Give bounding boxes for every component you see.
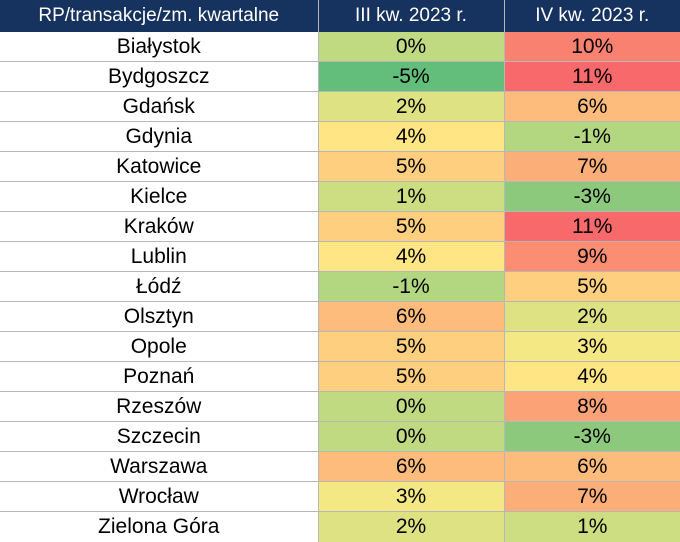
- q3-change-cell: 5%: [318, 332, 504, 362]
- city-cell: Poznań: [0, 362, 318, 392]
- city-cell: Szczecin: [0, 422, 318, 452]
- city-cell: Kielce: [0, 182, 318, 212]
- city-cell: Opole: [0, 332, 318, 362]
- q3-change-cell: 0%: [318, 422, 504, 452]
- city-cell: Łódź: [0, 272, 318, 302]
- q3-change-cell: 0%: [318, 32, 504, 62]
- city-cell: Wrocław: [0, 482, 318, 512]
- q4-change-cell: 11%: [504, 212, 680, 242]
- q3-change-cell: 5%: [318, 152, 504, 182]
- table-row: Łódź-1%5%: [0, 272, 680, 302]
- q3-change-cell: 5%: [318, 362, 504, 392]
- q3-change-cell: 3%: [318, 482, 504, 512]
- city-cell: Rzeszów: [0, 392, 318, 422]
- q3-change-cell: 0%: [318, 392, 504, 422]
- q4-change-cell: 9%: [504, 242, 680, 272]
- q3-change-cell: 2%: [318, 512, 504, 542]
- city-cell: Bydgoszcz: [0, 62, 318, 92]
- q3-change-cell: 6%: [318, 452, 504, 482]
- q4-change-cell: 7%: [504, 152, 680, 182]
- q4-change-cell: 1%: [504, 512, 680, 542]
- q4-change-cell: 4%: [504, 362, 680, 392]
- q3-change-cell: -1%: [318, 272, 504, 302]
- table-row: Bydgoszcz-5%11%: [0, 62, 680, 92]
- header-q4-2023: IV kw. 2023 r.: [504, 0, 680, 32]
- header-city: RP/transakcje/zm. kwartalne: [0, 0, 318, 32]
- city-cell: Gdynia: [0, 122, 318, 152]
- q4-change-cell: 2%: [504, 302, 680, 332]
- header-q3-2023: III kw. 2023 r.: [318, 0, 504, 32]
- q4-change-cell: -3%: [504, 182, 680, 212]
- q3-change-cell: -5%: [318, 62, 504, 92]
- q4-change-cell: 11%: [504, 62, 680, 92]
- q3-change-cell: 1%: [318, 182, 504, 212]
- header-row: RP/transakcje/zm. kwartalne III kw. 2023…: [0, 0, 680, 32]
- city-cell: Gdańsk: [0, 92, 318, 122]
- q4-change-cell: 6%: [504, 92, 680, 122]
- q4-change-cell: -3%: [504, 422, 680, 452]
- city-cell: Lublin: [0, 242, 318, 272]
- city-cell: Kraków: [0, 212, 318, 242]
- q3-change-cell: 4%: [318, 242, 504, 272]
- q3-change-cell: 2%: [318, 92, 504, 122]
- q3-change-cell: 4%: [318, 122, 504, 152]
- q4-change-cell: 5%: [504, 272, 680, 302]
- q4-change-cell: -1%: [504, 122, 680, 152]
- q4-change-cell: 3%: [504, 332, 680, 362]
- q3-change-cell: 6%: [318, 302, 504, 332]
- q4-change-cell: 10%: [504, 32, 680, 62]
- q4-change-cell: 6%: [504, 452, 680, 482]
- q3-change-cell: 5%: [318, 212, 504, 242]
- q4-change-cell: 7%: [504, 482, 680, 512]
- city-cell: Katowice: [0, 152, 318, 182]
- city-cell: Zielona Góra: [0, 512, 318, 542]
- city-cell: Warszawa: [0, 452, 318, 482]
- q4-change-cell: 8%: [504, 392, 680, 422]
- city-cell: Białystok: [0, 32, 318, 62]
- city-cell: Olsztyn: [0, 302, 318, 332]
